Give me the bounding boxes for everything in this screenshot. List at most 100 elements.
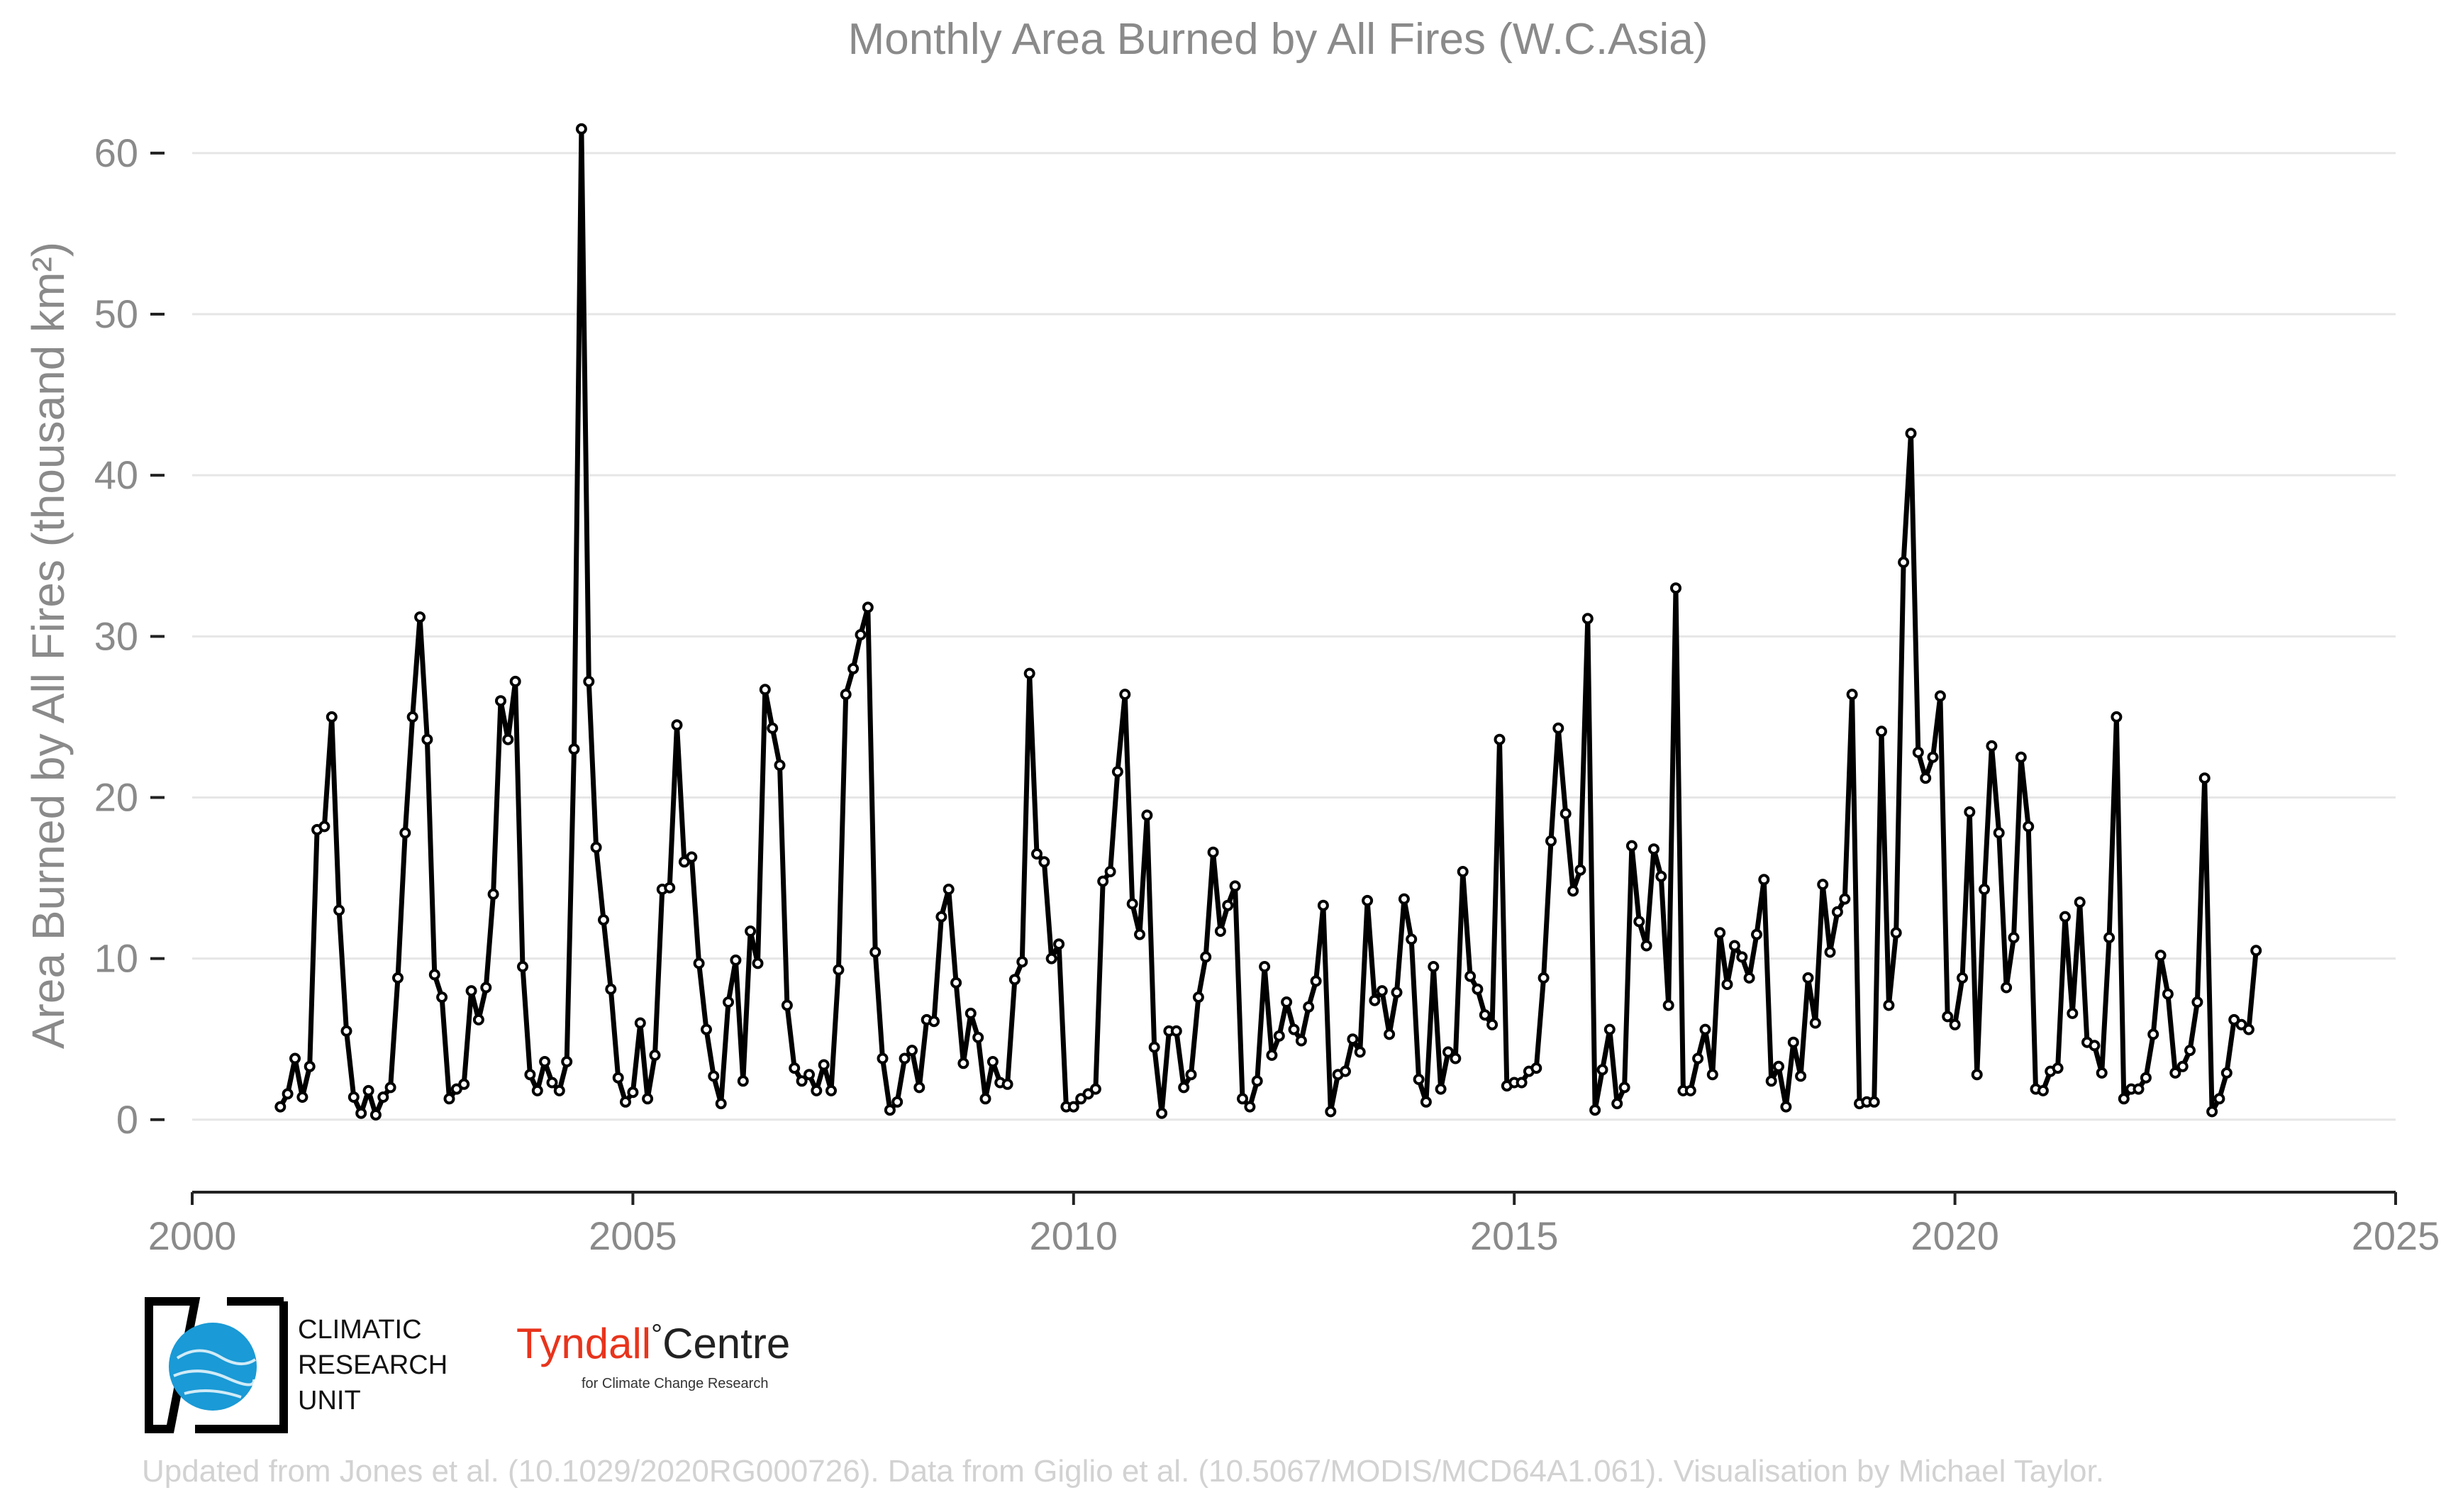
data-point [1464, 970, 1477, 982]
data-point [1111, 766, 1123, 778]
data-point [634, 1017, 646, 1029]
data-point [1692, 1052, 1704, 1064]
data-point [612, 1072, 624, 1084]
data-point [384, 1082, 396, 1094]
data-point [1633, 916, 1645, 928]
chart: Monthly Area Burned by All Fires (W.C.As… [23, 15, 2440, 1258]
data-point [1898, 556, 1910, 568]
data-point [1728, 940, 1740, 952]
data-point [524, 1069, 536, 1081]
data-point [450, 1083, 462, 1095]
data-point [1185, 1069, 1197, 1081]
data-point [362, 1084, 374, 1096]
data-point [531, 1084, 543, 1096]
data-point [2089, 1040, 2101, 1052]
data-point [804, 1069, 815, 1081]
data-point [2169, 1067, 2181, 1079]
data-point [1964, 806, 1976, 818]
data-point [561, 1056, 573, 1067]
y-tick-label: 10 [94, 936, 138, 981]
data-point [2015, 751, 2027, 763]
data-point [575, 123, 587, 135]
data-point [1082, 1088, 1094, 1100]
data-point [583, 675, 595, 687]
data-point [840, 689, 852, 701]
x-tick-label: 2015 [1470, 1213, 1559, 1258]
data-point [1067, 1101, 1079, 1113]
data-point [568, 743, 580, 755]
data-point [1721, 979, 1733, 990]
data-point [1178, 1082, 1190, 1094]
cru-label: CLIMATIC RESEARCH UNIT [298, 1315, 448, 1416]
data-point [1942, 1011, 1954, 1023]
data-point [377, 1091, 389, 1103]
data-point [436, 991, 448, 1004]
data-point [399, 827, 411, 839]
data-point [1413, 1074, 1425, 1085]
data-point [1450, 1052, 1462, 1064]
data-point [1089, 1083, 1101, 1095]
data-point [642, 1093, 654, 1105]
data-point [553, 1084, 565, 1096]
data-point [2228, 1013, 2240, 1025]
data-point [1376, 985, 1388, 997]
data-point [1655, 870, 1667, 882]
data-point [1868, 1096, 1880, 1108]
data-point [289, 1052, 301, 1064]
data-point [1751, 928, 1762, 940]
data-point [546, 1077, 558, 1089]
data-point [2162, 988, 2174, 1000]
data-point [745, 925, 757, 937]
data-point [950, 977, 962, 989]
data-point [1684, 1084, 1696, 1096]
data-point [1340, 1065, 1351, 1077]
data-point [1457, 866, 1469, 877]
data-point [2052, 1062, 2064, 1074]
data-point [2198, 772, 2211, 784]
tyndall-centre: Centre [662, 1320, 791, 1367]
data-point [1391, 986, 1403, 999]
data-point [1574, 864, 1586, 876]
globe-icon [169, 1323, 257, 1411]
data-point [2111, 711, 2123, 723]
data-point [1758, 874, 1770, 886]
data-point [1001, 1078, 1013, 1090]
data-point [333, 904, 345, 916]
data-point [1442, 1046, 1454, 1058]
y-tick-label: 40 [94, 452, 138, 497]
data-point [1244, 1101, 1256, 1113]
data-point [986, 1056, 999, 1067]
data-point [1237, 1093, 1248, 1105]
data-point [1038, 856, 1050, 868]
gridlines [192, 152, 2396, 1121]
data-point [355, 1107, 367, 1119]
data-point [943, 884, 955, 895]
data-point [318, 821, 330, 833]
y-tick-label: 0 [116, 1097, 138, 1142]
y-tick-labels: 0 10 20 30 40 50 60 [94, 130, 165, 1142]
data-point [1384, 1028, 1396, 1040]
credit-text: Updated from Jones et al. (10.1029/2020R… [142, 1454, 2104, 1489]
data-point [1596, 1064, 1608, 1076]
data-point [796, 1075, 808, 1087]
data-point [1765, 1075, 1777, 1087]
data-point [539, 1056, 551, 1067]
data-point [1134, 928, 1145, 940]
data-point [767, 722, 779, 734]
data-point [1104, 866, 1116, 877]
data-point [1310, 975, 1322, 987]
x-tick-labels: 2000 2005 2010 2015 2020 2025 [148, 1192, 2440, 1258]
data-point [891, 1096, 904, 1108]
data-point [1295, 1035, 1307, 1047]
data-point [1883, 999, 1895, 1011]
data-point [1273, 1030, 1285, 1042]
data-point [979, 1093, 991, 1105]
y-tick-label: 20 [94, 774, 138, 819]
data-point [862, 601, 874, 613]
data-point [1809, 1017, 1821, 1029]
data-point [1354, 1046, 1366, 1058]
data-point [1200, 951, 1212, 963]
data-point [759, 684, 771, 696]
data-point [1266, 1049, 1278, 1061]
data-point [2096, 1067, 2108, 1079]
